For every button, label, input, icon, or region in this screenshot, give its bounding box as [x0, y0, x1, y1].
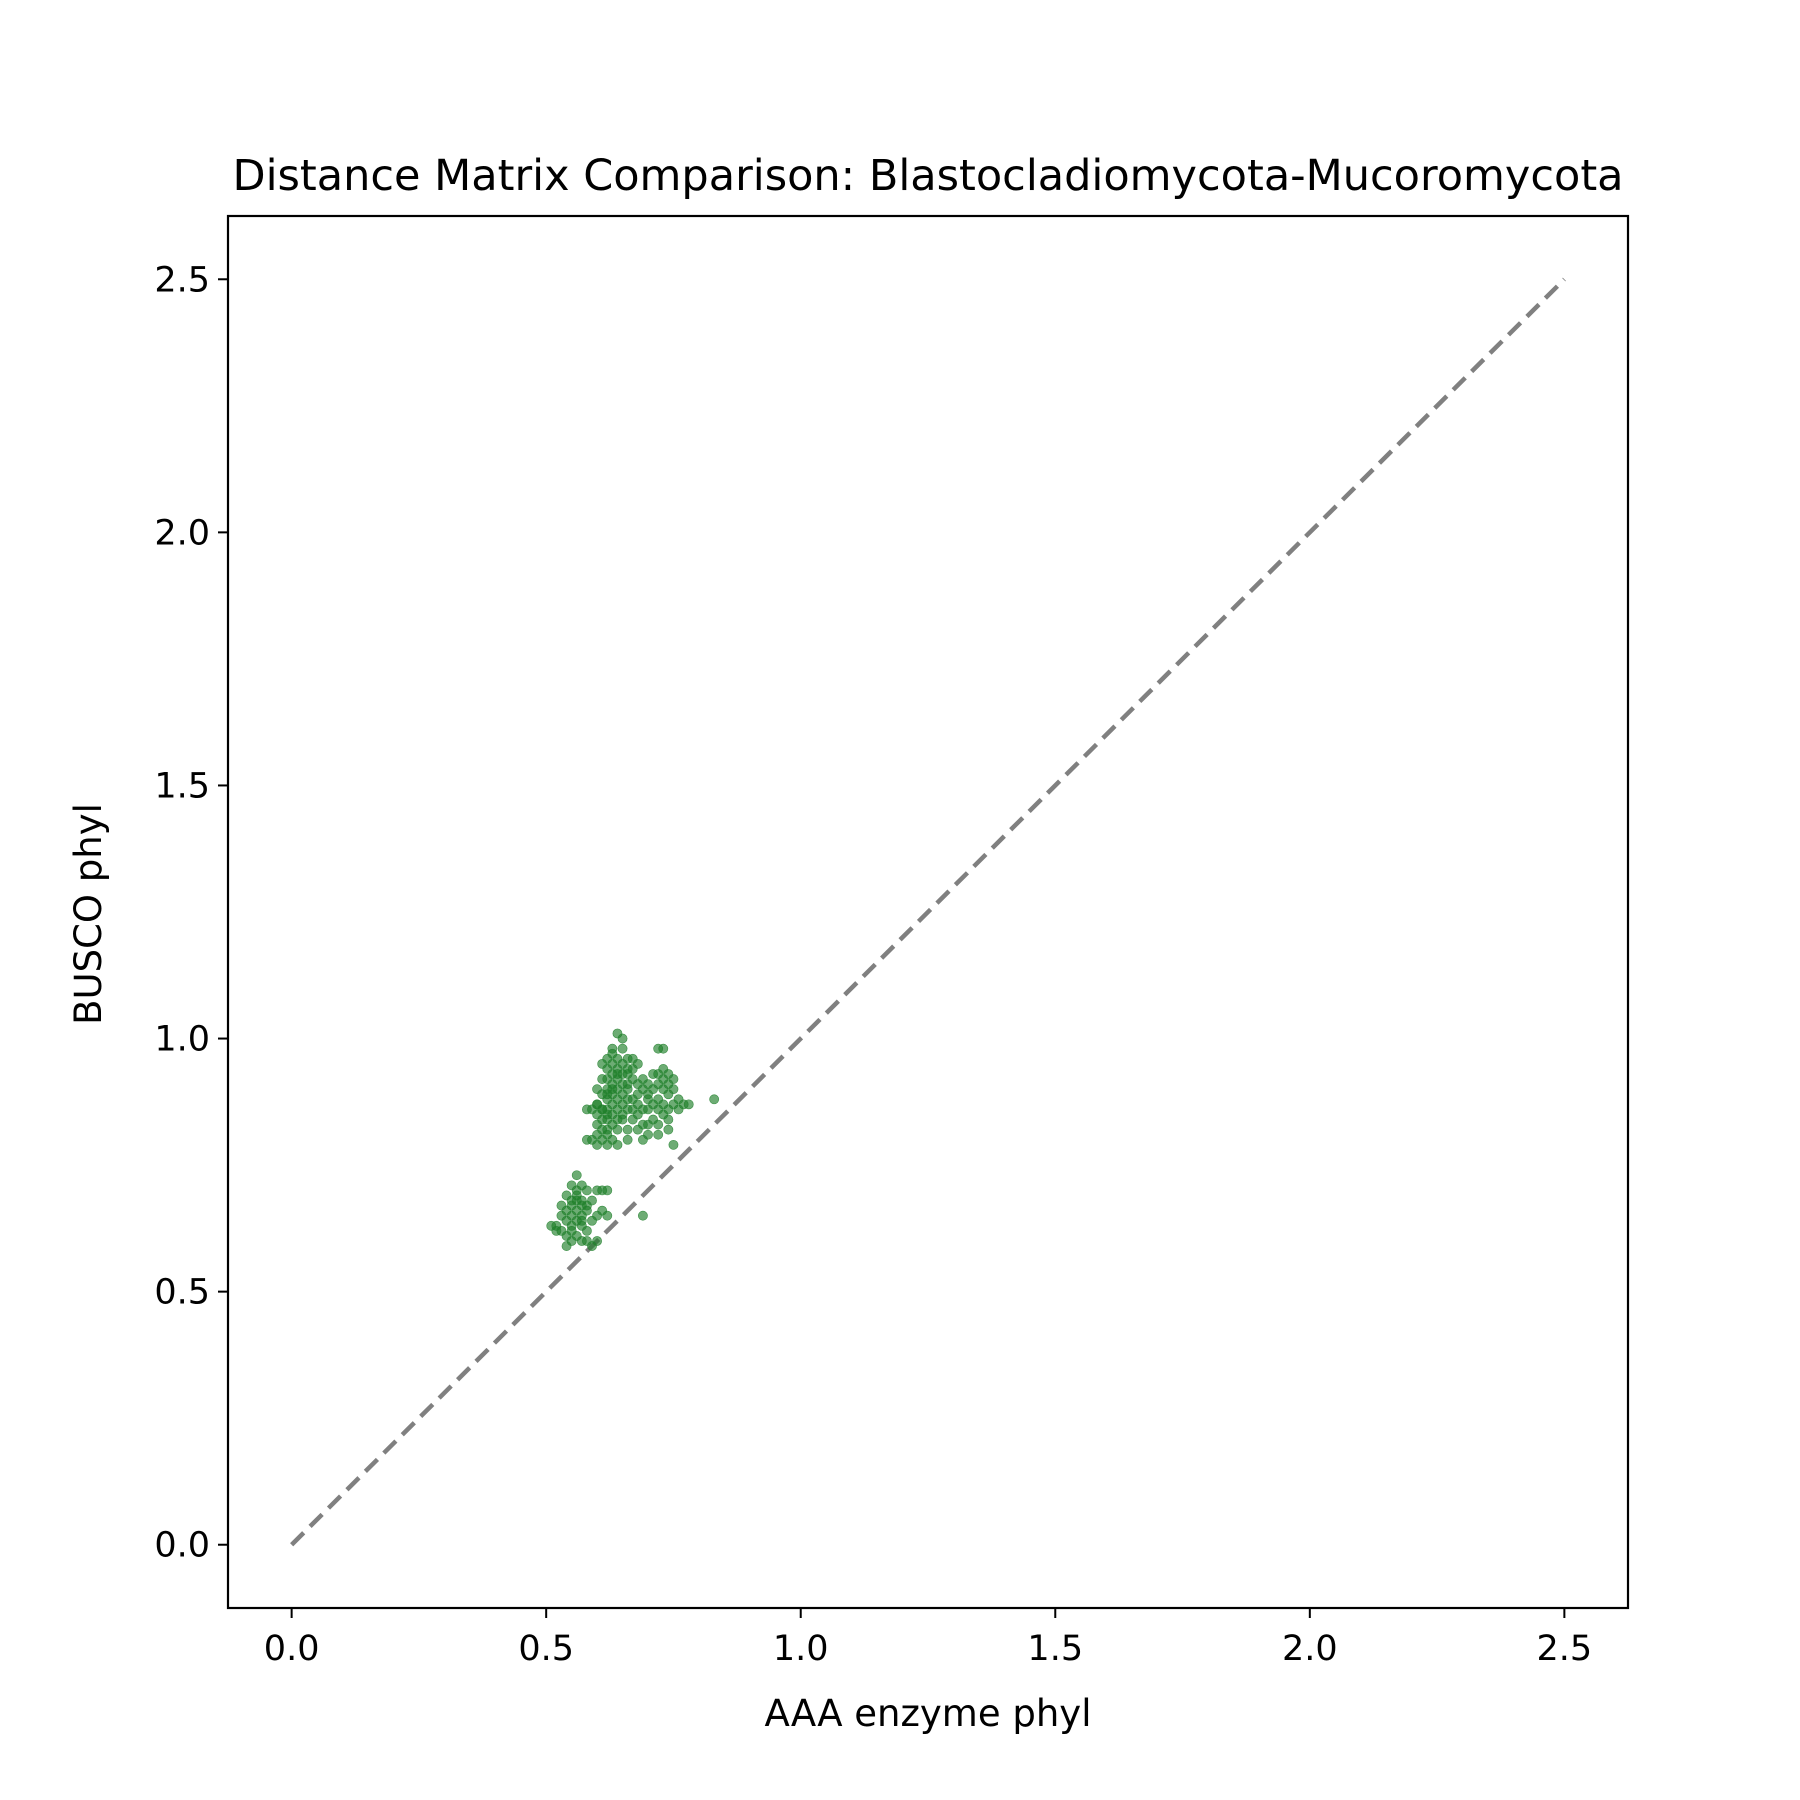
scatter-point — [576, 1215, 587, 1226]
scatter-point — [627, 1053, 638, 1064]
scatter-point — [638, 1134, 648, 1145]
scatter-point — [663, 1124, 674, 1135]
chart-title: Distance Matrix Comparison: Blastocladio… — [232, 151, 1623, 201]
scatter-point — [582, 1185, 592, 1196]
x-tick-label: 2.5 — [1537, 1629, 1593, 1669]
y-tick-label: 2.0 — [154, 513, 210, 553]
scatter-point — [612, 1124, 623, 1135]
scatter-point — [622, 1134, 633, 1145]
scatter-point — [683, 1099, 694, 1110]
scatter-point — [709, 1094, 720, 1105]
scatter-point — [627, 1114, 638, 1125]
scatter-point — [602, 1210, 613, 1221]
scatter-point — [617, 1114, 628, 1125]
scatter-point — [592, 1099, 602, 1110]
scatter-point — [587, 1215, 597, 1226]
scatter-point — [632, 1124, 643, 1135]
y-tick-label: 0.0 — [154, 1526, 210, 1566]
y-tick-label: 1.5 — [154, 766, 210, 806]
scatter-point — [638, 1210, 648, 1221]
scatter-point — [551, 1225, 562, 1236]
scatter-point — [571, 1170, 582, 1181]
y-tick-label: 2.5 — [154, 260, 210, 300]
scatter-point — [592, 1185, 602, 1196]
scatter-point — [663, 1114, 674, 1125]
scatter-point — [617, 1033, 628, 1044]
y-tick-label: 0.5 — [154, 1273, 210, 1313]
plot-area — [290, 277, 1566, 1547]
y-tick-label: 1.0 — [154, 1020, 210, 1060]
scatter-point — [643, 1079, 653, 1090]
reference-diagonal-line — [290, 277, 1566, 1547]
scatter-point — [592, 1139, 602, 1150]
scatter-point — [627, 1104, 638, 1115]
scatter-point — [653, 1129, 664, 1140]
scatter-point — [602, 1185, 613, 1196]
axes: 0.0 0.5 1.0 1.5 2.0 2.5 0.0 0.5 1.0 1.5 2.0 2.5 — [154, 214, 1630, 1669]
scatter-point — [607, 1043, 618, 1054]
scatter-point — [668, 1139, 679, 1150]
x-axis-label: AAA enzyme phyl — [765, 1692, 1092, 1735]
scatter-point — [597, 1074, 608, 1084]
scatter-point — [582, 1225, 592, 1236]
x-tick-label: 1.0 — [773, 1629, 829, 1669]
scatter-point — [648, 1069, 658, 1079]
x-tick-label: 1.5 — [1027, 1629, 1083, 1669]
scatter-point — [612, 1069, 623, 1079]
scatter-point — [617, 1043, 628, 1054]
scatter-point — [663, 1089, 674, 1100]
scatter-point — [653, 1043, 664, 1054]
scatter-point — [602, 1089, 613, 1100]
scatter-point — [561, 1241, 572, 1251]
scatter-point — [653, 1119, 664, 1130]
x-tick-label: 2.0 — [1282, 1629, 1338, 1669]
scatter-point — [602, 1139, 613, 1150]
scatter-point — [622, 1064, 633, 1074]
scatter-point — [592, 1236, 602, 1246]
x-tick-label: 0.5 — [518, 1629, 574, 1669]
scatter-point — [622, 1124, 633, 1135]
scatter-point — [632, 1089, 643, 1100]
scatter-point — [582, 1134, 592, 1145]
scatter-point — [582, 1200, 592, 1211]
scatter-point — [582, 1104, 592, 1115]
scatter-point — [673, 1104, 684, 1115]
scatter-point — [612, 1139, 623, 1150]
scatter-point — [622, 1084, 633, 1095]
y-axis-label: BUSCO phyl — [67, 803, 110, 1025]
plot-frame — [226, 214, 1630, 1610]
scatter-point — [571, 1195, 582, 1206]
scatter-points — [546, 1028, 720, 1251]
x-tick-label: 0.0 — [264, 1629, 320, 1669]
